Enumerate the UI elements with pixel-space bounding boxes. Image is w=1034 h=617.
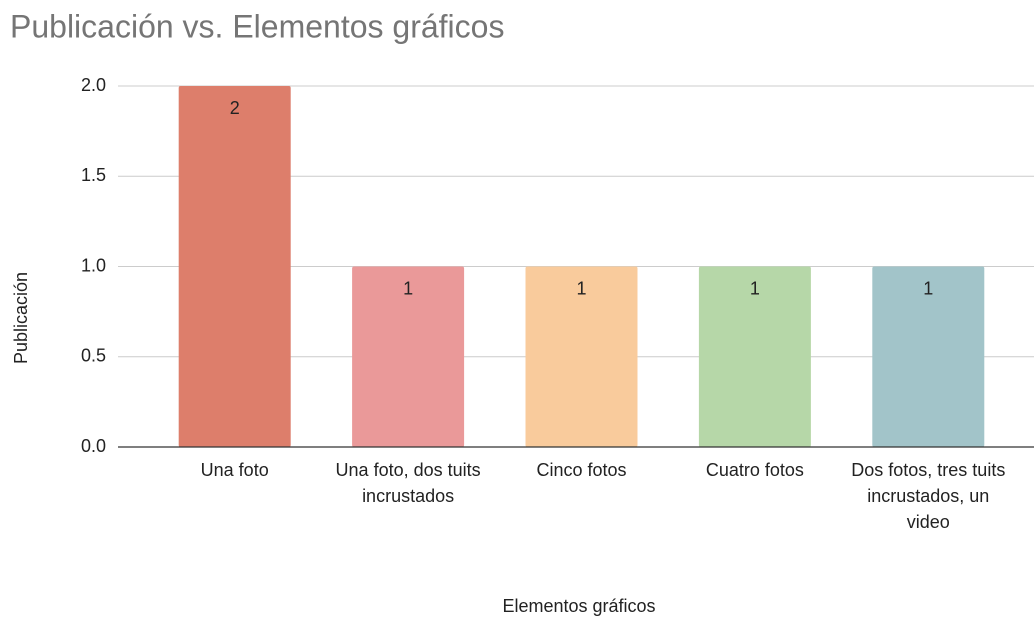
chart-title: Publicación vs. Elementos gráficos <box>10 8 504 44</box>
x-tick-label: Dos fotos, tres tuits incrustados, un vi… <box>851 460 1006 532</box>
bar <box>178 86 291 447</box>
value-label: 1 <box>576 278 586 298</box>
x-tick-label: Una foto, dos tuits incrustados <box>335 460 481 506</box>
y-axis-label: Publicación <box>11 272 31 364</box>
x-tick-label: Cinco fotos <box>536 460 627 480</box>
x-axis-label: Elementos gráficos <box>502 596 655 616</box>
value-label: 1 <box>923 278 933 298</box>
x-tick-label: Una foto <box>200 460 269 480</box>
y-tick-label: 1.0 <box>81 255 106 275</box>
y-tick-label: 0.5 <box>81 346 106 366</box>
bar <box>525 266 638 447</box>
y-tick-label: 2.0 <box>81 75 106 95</box>
y-tick-label: 1.5 <box>81 165 106 185</box>
x-tick-label: Cuatro fotos <box>705 460 804 480</box>
bar <box>698 266 811 447</box>
value-label: 2 <box>230 98 240 118</box>
y-tick-label: 0.0 <box>81 436 106 456</box>
bar <box>872 266 985 447</box>
bar <box>352 266 465 447</box>
value-label: 1 <box>750 278 760 298</box>
value-label: 1 <box>403 278 413 298</box>
